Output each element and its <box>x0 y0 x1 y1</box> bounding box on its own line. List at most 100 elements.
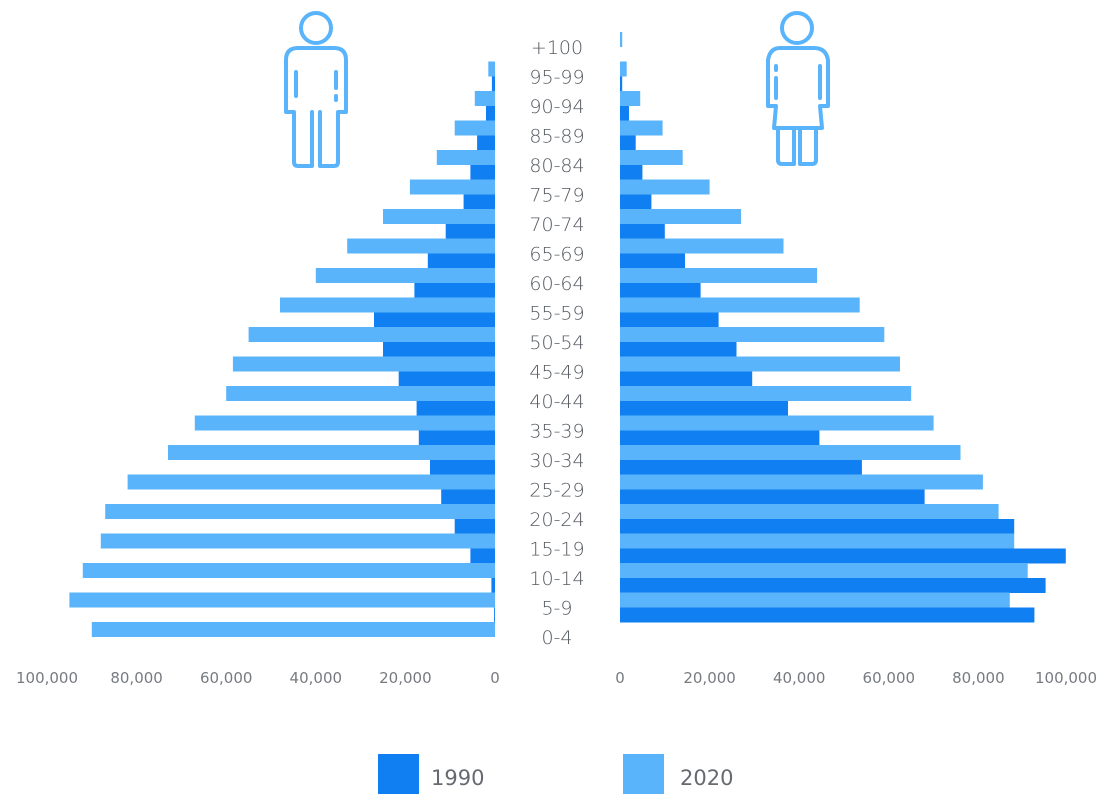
age-label: +100 <box>531 37 583 59</box>
bar-right-1990-5-9 <box>620 607 1035 623</box>
age-label: 15-19 <box>529 539 584 561</box>
age-label: 90-94 <box>529 96 584 118</box>
bar-left-1990-50-54 <box>383 342 495 357</box>
bar-right-1990-85-89 <box>620 135 636 151</box>
bar-left-2020-45-49 <box>232 356 495 372</box>
age-label: 85-89 <box>529 126 584 148</box>
bar-right-1990-90-94 <box>620 106 629 121</box>
bar-left-1990-85-89 <box>477 135 495 151</box>
bar-left-2020-25-29 <box>127 474 495 490</box>
bar-right-2020-15-19 <box>620 533 1015 549</box>
bar-left-2020-55-59 <box>280 297 495 313</box>
bar-right-1990-80-84 <box>620 165 643 180</box>
bar-left-2020-95-99 <box>488 61 495 77</box>
age-label: 55-59 <box>529 303 584 325</box>
age-label: 65-69 <box>529 244 584 266</box>
legend-swatch-2020 <box>623 754 664 794</box>
age-label: 70-74 <box>529 214 584 236</box>
bar-left-1990-95-99 <box>491 76 495 92</box>
bar-left-1990-10-14 <box>491 578 495 593</box>
bar-left-1990-5-9 <box>494 607 495 623</box>
bar-left-1990-25-29 <box>441 489 495 505</box>
bar-right-1990-45-49 <box>620 371 753 387</box>
age-label: 30-34 <box>529 450 584 472</box>
bar-left-1990-40-44 <box>416 401 495 416</box>
bar-left-1990-65-69 <box>427 253 495 269</box>
female-figure-icon <box>766 11 830 166</box>
age-label: 25-29 <box>529 480 584 502</box>
bar-left-2020-65-69 <box>347 238 495 254</box>
bar-right-1990-20-24 <box>620 519 1015 534</box>
bar-right-1990-65-69 <box>620 253 685 269</box>
bar-left-1990-20-24 <box>454 519 495 534</box>
bar-right-2020-40-44 <box>620 386 912 401</box>
bar-right-2020-65-69 <box>620 238 784 254</box>
x-tick-right: 60,000 <box>863 669 916 687</box>
bar-left-1990-45-49 <box>398 371 495 387</box>
bar-right-1990-35-39 <box>620 430 820 446</box>
age-label: 40-44 <box>529 391 584 413</box>
bar-left-2020-90-94 <box>474 91 495 106</box>
bar-right-1990-40-44 <box>620 401 788 416</box>
age-label: 10-14 <box>529 568 584 590</box>
bar-left-2020-75-79 <box>409 179 495 195</box>
bar-left-2020-60-64 <box>315 268 495 283</box>
bar-right-1990-70-74 <box>620 224 665 239</box>
x-tick-left: 40,000 <box>290 669 343 687</box>
bar-right-1990-75-79 <box>620 194 652 210</box>
bar-right-2020-55-59 <box>620 297 860 313</box>
legend-label-2020: 2020 <box>680 766 733 790</box>
age-label: 45-49 <box>529 362 584 384</box>
bar-right-1990-60-64 <box>620 283 701 298</box>
x-tick-left: 100,000 <box>16 669 78 687</box>
bar-left-2020-35-39 <box>194 415 496 431</box>
bar-left-1990-90-94 <box>486 106 495 121</box>
bar-right-1990-30-34 <box>620 460 862 475</box>
age-label: 5-9 <box>541 598 572 620</box>
age-label: 0-4 <box>541 627 572 649</box>
x-tick-left: 60,000 <box>200 669 253 687</box>
age-label: 35-39 <box>529 421 584 443</box>
age-label: 50-54 <box>529 332 584 354</box>
bar-right-2020-75-79 <box>620 179 710 195</box>
bar-left-2020-0-4 <box>91 622 496 637</box>
bar-right-2020-70-74 <box>620 209 741 224</box>
bar-right-2020-50-54 <box>620 327 885 342</box>
bar-left-1990-70-74 <box>445 224 495 239</box>
x-tick-right: 100,000 <box>1035 669 1097 687</box>
bar-right-1990-50-54 <box>620 342 737 357</box>
age-label: 95-99 <box>529 67 584 89</box>
bar-left-1990-60-64 <box>414 283 495 298</box>
bar-right-2020-10-14 <box>620 563 1028 578</box>
bar-right-2020-35-39 <box>620 415 934 431</box>
age-label: 75-79 <box>529 185 584 207</box>
age-labels: +100 95-99 90-94 85-89 80-84 75-79 70-74 65-69 6… <box>529 37 584 649</box>
bar-left-1990-75-79 <box>463 194 495 210</box>
bar-right-2020-60-64 <box>620 268 818 283</box>
bar-left-1990-15-19 <box>470 548 495 564</box>
bar-right-1990-55-59 <box>620 312 719 328</box>
bar-right-2020-95-99 <box>620 61 627 77</box>
legend-label-1990: 1990 <box>431 766 484 790</box>
legend: 1990 2020 <box>378 754 733 794</box>
bar-right-2020-20-24 <box>620 504 999 519</box>
bar-right-2020-25-29 <box>620 474 983 490</box>
bar-right-2020-90-94 <box>620 91 641 106</box>
bar-right-2020-80-84 <box>620 150 683 165</box>
bar-left-2020-10-14 <box>82 563 496 578</box>
bar-right-2020-plus100 <box>620 32 623 47</box>
bar-left-1990-55-59 <box>374 312 495 328</box>
bar-left-2020-50-54 <box>248 327 495 342</box>
age-label: 60-64 <box>529 273 584 295</box>
bar-left-2020-40-44 <box>226 386 495 401</box>
bars-layer <box>69 32 1066 637</box>
x-tick-left: 0 <box>490 669 500 687</box>
x-tick-right: 80,000 <box>952 669 1005 687</box>
bar-right-2020-5-9 <box>620 592 1010 608</box>
bar-right-1990-10-14 <box>620 578 1046 593</box>
bar-right-1990-95-99 <box>620 76 623 92</box>
bar-left-2020-70-74 <box>383 209 495 224</box>
bar-left-2020-15-19 <box>100 533 496 549</box>
x-tick-right: 0 <box>615 669 625 687</box>
